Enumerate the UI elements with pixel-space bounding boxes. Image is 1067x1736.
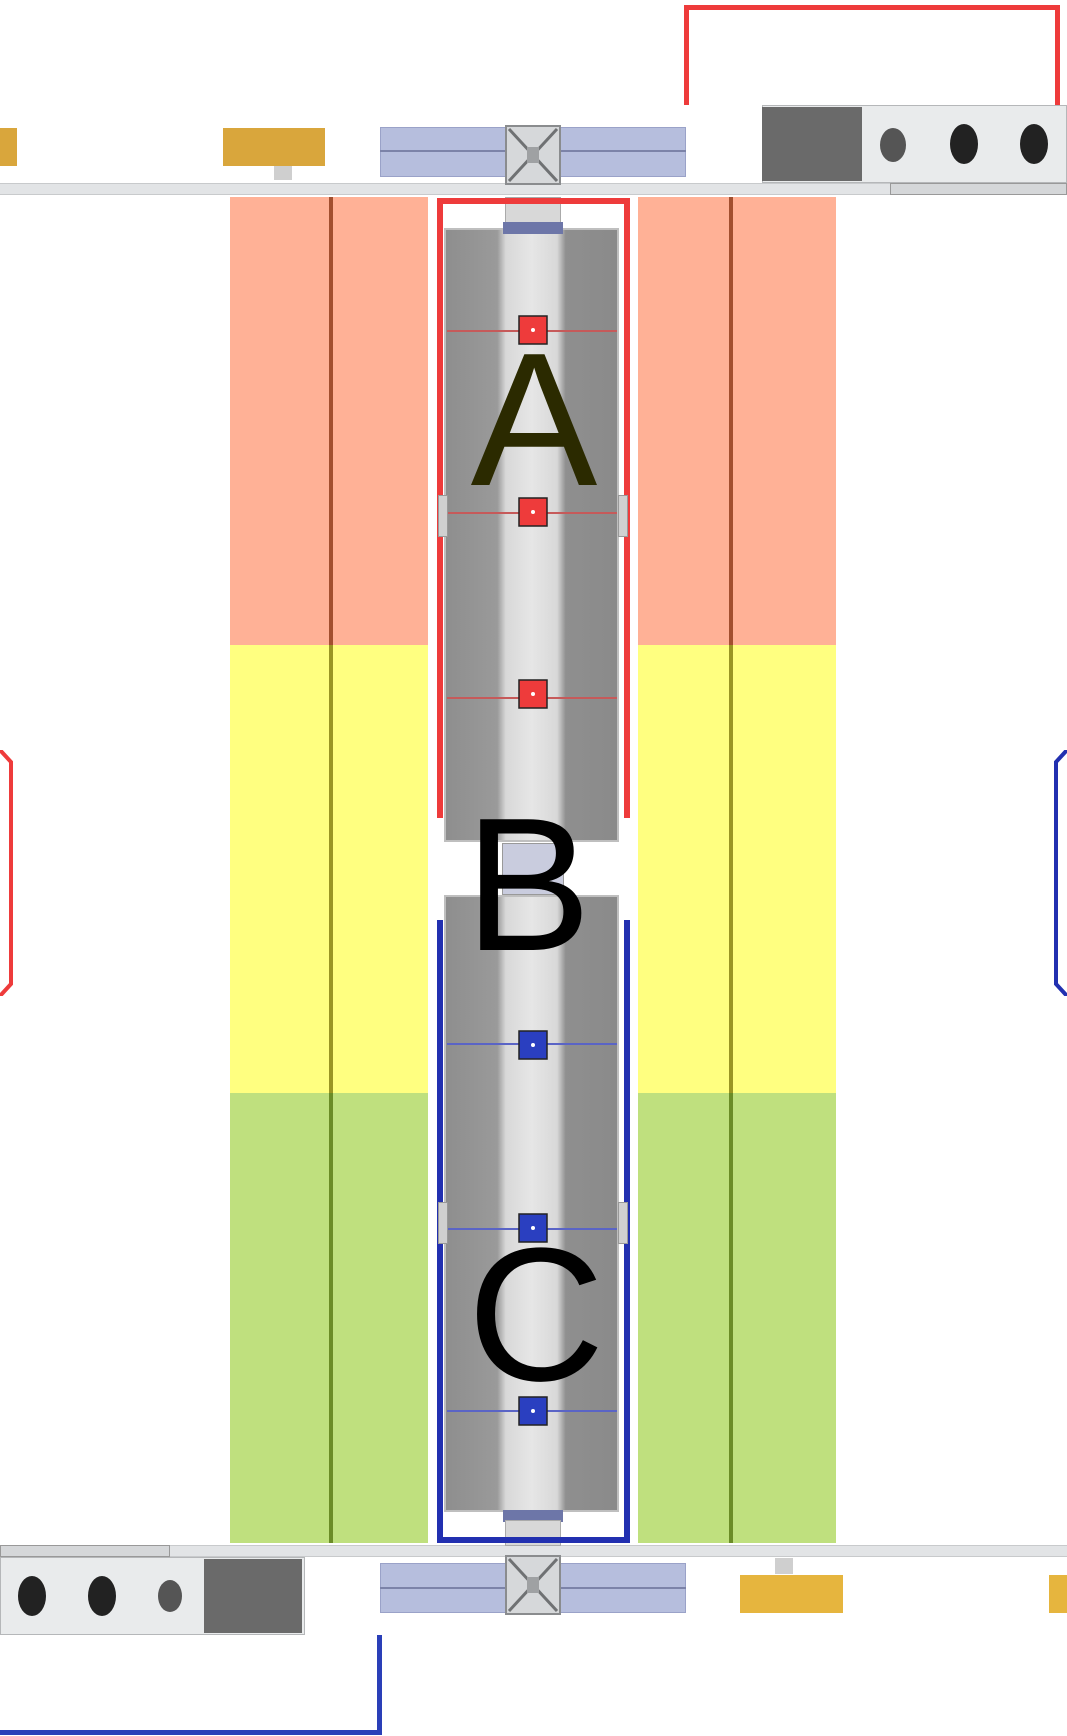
label-a: A: [470, 314, 598, 526]
zone-right-bottom: [638, 1093, 836, 1543]
label-b: B: [464, 779, 592, 991]
machine-bottom-left-port-1: [18, 1576, 46, 1616]
gold-block-top-left-edge: [0, 128, 17, 166]
zone-divider-left-middle: [329, 645, 333, 1093]
machine-top-right-base: [890, 183, 1067, 195]
clamp-right-bottom: [618, 1202, 628, 1244]
machine-bottom-left-base: [0, 1545, 170, 1557]
zone-divider-right-middle: [729, 645, 733, 1093]
square-marker-icon: [518, 1213, 548, 1243]
zone-right-top: [638, 197, 836, 645]
machine-bottom-left-vent: [158, 1580, 182, 1612]
truss-icon: [505, 1555, 561, 1615]
zone-divider-right-bottom: [729, 1093, 733, 1543]
gold-block-bottom-tab: [775, 1558, 793, 1574]
machine-top-right-vent: [880, 128, 906, 162]
top-beam-right: [558, 127, 686, 177]
square-marker-icon: [518, 679, 548, 709]
machine-top-right-panel: [762, 107, 862, 181]
square-marker-icon: [518, 315, 548, 345]
track-bottom-head: [503, 1510, 563, 1522]
clamp-right-top: [618, 495, 628, 537]
machine-top-right-port-2: [1020, 124, 1048, 164]
gold-block-bottom-right-edge: [1049, 1575, 1067, 1613]
blue-carriage-outline-top-left: [437, 920, 443, 924]
machine-top-right-outline: [684, 5, 1060, 105]
truss-icon: [505, 125, 561, 185]
zone-divider-right-top: [729, 197, 733, 645]
zone-divider-left-top: [329, 197, 333, 645]
clamp-left-top: [438, 495, 448, 537]
side-marker-right: [1054, 750, 1067, 996]
gold-block-tab: [274, 166, 292, 180]
zone-right-middle: [638, 645, 836, 1093]
machine-bottom-left-outline: [0, 1635, 382, 1735]
square-marker-icon: [518, 1396, 548, 1426]
top-beam-left: [380, 127, 508, 177]
track-connector: [502, 843, 564, 895]
square-marker-icon: [518, 497, 548, 527]
machine-top-right-port-1: [950, 124, 978, 164]
track-top-head: [503, 222, 563, 234]
gold-block-bottom-right: [740, 1575, 843, 1613]
gold-block-top-left: [223, 128, 325, 166]
zone-divider-left-bottom: [329, 1093, 333, 1543]
machine-bottom-left-panel: [204, 1559, 302, 1633]
square-marker-icon: [518, 1030, 548, 1060]
machine-bottom-left-port-2: [88, 1576, 116, 1616]
clamp-left-bottom: [438, 1202, 448, 1244]
label-c: C: [467, 1209, 605, 1421]
side-marker-left: [0, 750, 13, 996]
